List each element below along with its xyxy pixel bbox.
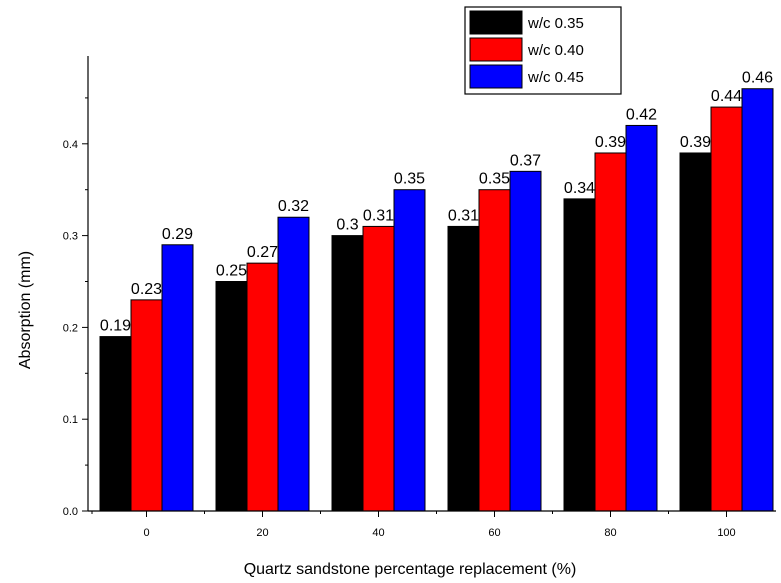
data-label-2-60: 0.35: [479, 171, 510, 188]
data-label-3-80: 0.42: [626, 106, 657, 123]
y-tick-label: 0.4: [63, 139, 78, 151]
x-tick-label: 100: [717, 527, 735, 539]
data-label-3-40: 0.35: [394, 171, 425, 188]
legend: w/c 0.35 w/c 0.40 w/c 0.45: [464, 6, 622, 95]
data-label-2-20: 0.27: [247, 244, 278, 261]
bar-1-20: [215, 281, 248, 512]
bar-3-40: [393, 189, 426, 512]
bar-2-80: [594, 152, 627, 512]
legend-swatch-series-1: [469, 10, 523, 35]
legend-label-series-2: w/c 0.40: [527, 42, 584, 59]
y-tick-label: 0.2: [63, 322, 78, 334]
data-label-1-0: 0.19: [100, 318, 131, 335]
data-label-3-20: 0.32: [278, 198, 309, 215]
data-label-3-100: 0.46: [742, 70, 773, 87]
bar-3-0: [161, 244, 194, 512]
data-label-2-40: 0.31: [363, 207, 394, 224]
bar-2-0: [130, 299, 163, 512]
data-label-1-100: 0.39: [680, 134, 711, 151]
bar-2-60: [478, 189, 511, 512]
data-label-2-100: 0.44: [711, 88, 742, 105]
x-tick-label: 80: [604, 527, 616, 539]
data-label-1-80: 0.34: [564, 180, 595, 197]
y-tick-label: 0.3: [63, 231, 78, 243]
x-tick-label: 20: [256, 527, 268, 539]
bar-3-100: [741, 88, 774, 512]
data-label-1-40: 0.3: [336, 217, 358, 234]
bar-2-20: [246, 262, 279, 512]
y-axis-title: Absorption (mm): [17, 251, 34, 369]
legend-swatch-series-2: [469, 37, 523, 62]
bar-3-80: [625, 124, 658, 512]
bar-1-100: [679, 152, 712, 512]
data-label-3-60: 0.37: [510, 152, 541, 169]
bar-1-40: [331, 235, 364, 512]
bar-1-0: [99, 336, 132, 512]
x-tick-label: 40: [372, 527, 384, 539]
y-tick-label: 0.1: [63, 414, 78, 426]
data-label-2-0: 0.23: [131, 281, 162, 298]
bar-2-100: [710, 106, 743, 512]
data-label-1-20: 0.25: [216, 263, 247, 280]
bar-3-60: [509, 170, 542, 512]
legend-label-series-3: w/c 0.45: [527, 69, 584, 86]
x-tick-label: 0: [143, 527, 149, 539]
legend-label-series-1: w/c 0.35: [527, 15, 584, 32]
data-label-2-80: 0.39: [595, 134, 626, 151]
data-label-1-60: 0.31: [448, 207, 479, 224]
y-tick-label: 0.0: [63, 506, 78, 518]
bar-1-60: [447, 225, 480, 512]
x-tick-label: 60: [488, 527, 500, 539]
x-axis-title: Quartz sandstone percentage replacement …: [244, 561, 577, 578]
bar-2-40: [362, 225, 395, 512]
bar-1-80: [563, 198, 596, 512]
legend-swatch-series-3: [469, 64, 523, 89]
bar-3-20: [277, 216, 310, 512]
plot-area: 0.190.230.290.250.270.320.30.310.350.310…: [63, 56, 776, 539]
data-label-3-0: 0.29: [162, 226, 193, 243]
